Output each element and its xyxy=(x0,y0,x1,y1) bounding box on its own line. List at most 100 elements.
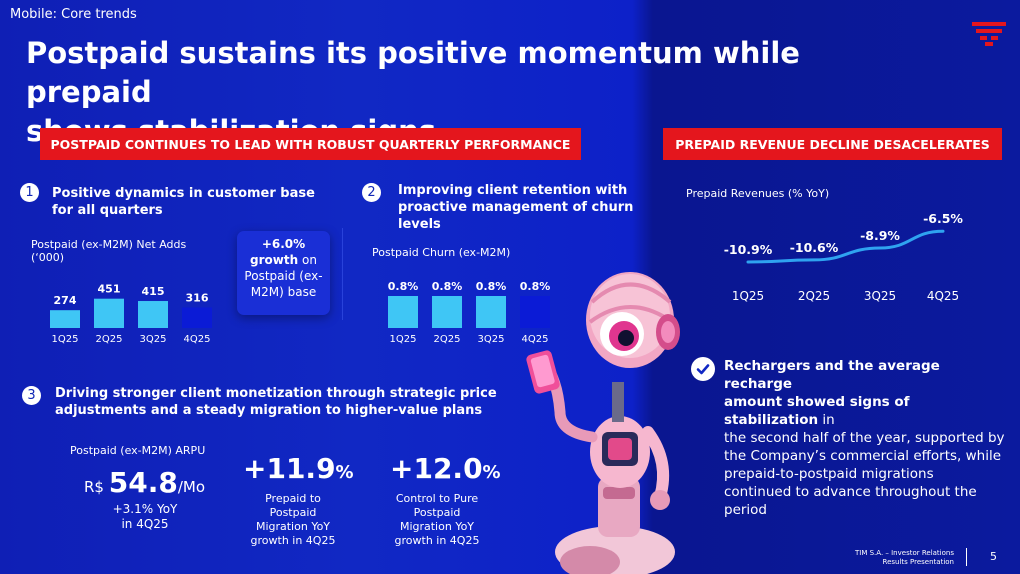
metric1-value: +11.9% xyxy=(243,452,354,485)
growth-callout: +6.0% growth on Postpaid (ex- M2M) base xyxy=(237,231,330,315)
churn-chart-label: Postpaid Churn (ex-M2M) xyxy=(372,246,511,259)
section-topic: Mobile: Core trends xyxy=(10,7,137,22)
footer-line1: TIM S.A. – Investor Relations xyxy=(855,549,954,557)
section3-heading-line2: adjustments and a steady migration to hi… xyxy=(55,403,483,418)
commentary-line7: period xyxy=(724,502,768,518)
growth-on: on xyxy=(298,253,317,267)
bar-category-label: 3Q25 xyxy=(478,334,505,345)
checkmark-glyph-icon xyxy=(696,364,710,375)
net-adds-chart-label-line2: (‘000) xyxy=(31,251,65,264)
page-number: 5 xyxy=(990,550,997,563)
bar-1Q25 xyxy=(388,296,418,328)
metric2-percent: % xyxy=(482,462,501,483)
metric1-desc-line4: growth in 4Q25 xyxy=(250,534,336,547)
bar-category-label: 3Q25 xyxy=(140,334,167,345)
section1-number: 1 xyxy=(20,183,39,202)
metric2-desc-line3: Migration YoY xyxy=(399,520,475,533)
metric2-desc-line2: Postpaid xyxy=(413,506,461,519)
prepaid-value-label: -8.9% xyxy=(860,228,900,243)
arpu-label: Postpaid (ex-M2M) ARPU xyxy=(70,444,206,457)
metric1-desc-line1: Prepaid to xyxy=(265,492,321,505)
prepaid-commentary: Rechargers and the average recharge amou… xyxy=(724,357,1006,519)
prepaid-category-label: 1Q25 xyxy=(732,289,764,303)
bar-4Q25 xyxy=(182,307,212,328)
bar-2Q25 xyxy=(94,298,124,328)
bar-value-label: 0.8% xyxy=(388,280,419,293)
check-icon xyxy=(691,357,715,381)
section2-heading: Improving client retention with proactiv… xyxy=(398,182,633,233)
commentary-line6: continued to advance throughout the xyxy=(724,484,977,500)
bar-value-label: 415 xyxy=(142,285,165,298)
bar-value-label: 451 xyxy=(98,283,121,296)
commentary-bold1: Rechargers and the average recharge xyxy=(724,358,940,392)
arpu-growth-line2: in 4Q25 xyxy=(121,517,169,531)
footer-divider xyxy=(966,548,967,566)
net-adds-chart-label-line1: Postpaid (ex-M2M) Net Adds xyxy=(31,238,187,251)
churn-bar-chart: 0.8% 1Q25 0.8% 2Q25 0.8% 3Q25 0.8% 4Q25 xyxy=(388,280,551,345)
prepaid-category-label: 3Q25 xyxy=(864,289,896,303)
robot-mascot-illustration xyxy=(526,272,680,574)
bar-value-label: 0.8% xyxy=(432,280,463,293)
growth-word: growth xyxy=(250,253,299,267)
prepaid-banner: PREPAID REVENUE DECLINE DESACELERATES xyxy=(663,128,1002,160)
arpu-unit: /Mo xyxy=(177,478,206,496)
tim-logo-icon xyxy=(972,22,1006,46)
bar-4Q25 xyxy=(520,296,550,328)
growth-line4: M2M) base xyxy=(250,285,317,299)
section1-heading-line2: for all quarters xyxy=(52,203,163,218)
arpu-value: 54.8 xyxy=(108,466,178,499)
metric1-description: Prepaid to Postpaid Migration YoY growth… xyxy=(238,492,348,548)
footer-line2: Results Presentation xyxy=(882,558,954,566)
bar-value-label: 0.8% xyxy=(520,280,551,293)
bar-category-label: 4Q25 xyxy=(184,334,211,345)
bar-value-label: 316 xyxy=(186,291,209,304)
growth-line3: Postpaid (ex- xyxy=(244,269,323,283)
prepaid-value-label: -6.5% xyxy=(923,212,963,226)
metric1-percent: % xyxy=(335,462,354,483)
prepaid-category-label: 4Q25 xyxy=(927,289,959,303)
commentary-line3: the second half of the year, supported b… xyxy=(724,430,1005,446)
bar-category-label: 2Q25 xyxy=(434,334,461,345)
bar-2Q25 xyxy=(432,296,462,328)
commentary-line5: prepaid-to-postpaid migrations xyxy=(724,466,934,482)
footer-text: TIM S.A. – Investor Relations Results Pr… xyxy=(855,549,954,567)
net-adds-chart-label: Postpaid (ex-M2M) Net Adds (‘000) xyxy=(31,238,186,264)
postpaid-banner: POSTPAID CONTINUES TO LEAD WITH ROBUST Q… xyxy=(40,128,581,160)
arpu-growth-line1: +3.1% YoY xyxy=(112,502,178,516)
section3-number: 3 xyxy=(22,386,41,405)
net-adds-bar-chart: 274 1Q25 451 2Q25 415 3Q25 316 4Q25 xyxy=(50,283,212,345)
prepaid-value-label: -10.6% xyxy=(790,240,839,255)
metric2-desc-line4: growth in 4Q25 xyxy=(394,534,480,547)
metric2-value: +12.0% xyxy=(390,452,501,485)
bar-3Q25 xyxy=(138,301,168,328)
prepaid-line-chart: -10.9% 1Q25 -10.6% 2Q25 -8.9% 3Q25 -6.5% 4Q25 xyxy=(724,212,964,303)
section2-heading-line1: Improving client retention with xyxy=(398,183,628,198)
page-title-line1: Postpaid sustains its positive momentum … xyxy=(26,36,800,109)
commentary-bold2: amount showed signs of stabilization xyxy=(724,394,910,428)
growth-value: +6.0% xyxy=(261,237,306,251)
bar-value-label: 274 xyxy=(54,294,77,307)
arpu-value-block: R$ 54.8/Mo xyxy=(84,466,205,499)
commentary-line4: the Company’s commercial efforts, while xyxy=(724,448,1002,464)
arpu-currency: R$ xyxy=(84,478,109,496)
metric2-number: +12.0 xyxy=(390,452,483,485)
metric1-desc-line3: Migration YoY xyxy=(255,520,331,533)
section2-heading-line2: proactive management of churn xyxy=(398,200,634,215)
metric2-desc-line1: Control to Pure xyxy=(395,492,479,505)
prepaid-chart-label: Prepaid Revenues (% YoY) xyxy=(686,187,830,200)
section1-heading: Positive dynamics in customer base for a… xyxy=(52,185,315,219)
section3-heading-line1: Driving stronger client monetization thr… xyxy=(55,386,497,401)
commentary-line1: Rechargers and the average recharge xyxy=(724,357,1006,393)
prepaid-value-label: -10.9% xyxy=(724,242,773,257)
section3-heading: Driving stronger client monetization thr… xyxy=(55,385,497,419)
prepaid-category-label: 2Q25 xyxy=(798,289,830,303)
bar-1Q25 xyxy=(50,310,80,328)
metric1-desc-line2: Postpaid xyxy=(269,506,317,519)
growth-line2: growth on xyxy=(237,252,330,268)
bar-3Q25 xyxy=(476,296,506,328)
metric2-description: Control to Pure Postpaid Migration YoY g… xyxy=(382,492,492,548)
section2-heading-line3: levels xyxy=(398,217,441,232)
bar-category-label: 1Q25 xyxy=(52,334,79,345)
bar-category-label: 2Q25 xyxy=(96,334,123,345)
commentary-line2-rest: in xyxy=(818,412,835,428)
